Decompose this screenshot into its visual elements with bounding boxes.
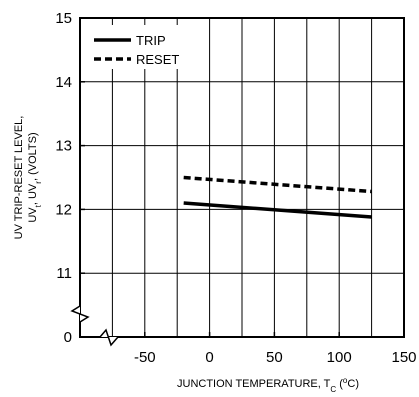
series-line-reset: [183, 175, 372, 194]
y-tick-label: 14: [55, 74, 72, 91]
y-axis-title-uv-reset: , UV: [27, 183, 39, 205]
x-axis-break: [99, 328, 119, 347]
y-tick-label: 0: [64, 329, 72, 346]
x-axis-title-mid: (: [336, 378, 343, 390]
plot-frame: [79, 17, 405, 338]
y-tick-label: 12: [55, 201, 72, 218]
x-axis-title: JUNCTION TEMPERATURE, TC (oC): [177, 376, 359, 394]
y-axis-title: UV TRIP-RESET LEVEL, UVt, UVr, (VOLTS): [13, 116, 43, 240]
y-axis-title-line1: UV TRIP-RESET LEVEL,: [13, 116, 25, 240]
y-axis-title-sub-t: t: [34, 204, 43, 207]
legend-label-reset: RESET: [136, 52, 179, 67]
y-axis-break: [70, 305, 90, 323]
y-tick-label: 15: [55, 10, 72, 27]
x-tick-label: -50: [134, 349, 156, 366]
x-axis-title-subscript: C: [330, 385, 336, 394]
x-tick-label: 0: [205, 349, 213, 366]
y-axis-title-sub-r: r: [34, 181, 43, 184]
y-tick-label: 13: [55, 138, 72, 155]
y-axis-title-units: , (VOLTS): [27, 132, 39, 181]
x-tick-label: 100: [327, 349, 352, 366]
y-tick-label: 11: [56, 265, 72, 282]
legend-background: [84, 25, 184, 69]
x-axis-title-superscript: o: [343, 376, 348, 385]
legend-label-trip: TRIP: [136, 33, 166, 48]
x-axis-title-prefix: JUNCTION TEMPERATURE, T: [177, 378, 331, 390]
y-axis-title-uv-trip: UV: [27, 207, 39, 223]
legend: TRIP RESET: [84, 25, 184, 69]
series-line-trip: [183, 201, 372, 219]
tick-marks: [80, 17, 405, 337]
axis-break-marks: [70, 305, 119, 347]
x-axis-title-suffix: C): [347, 378, 359, 390]
y-axis-title-line2: UVt, UVr, (VOLTS): [27, 132, 43, 222]
series-lines: [183, 175, 372, 219]
grid: [80, 18, 404, 337]
x-tick-label: 150: [391, 349, 416, 366]
x-tick-label: 50: [266, 349, 283, 366]
